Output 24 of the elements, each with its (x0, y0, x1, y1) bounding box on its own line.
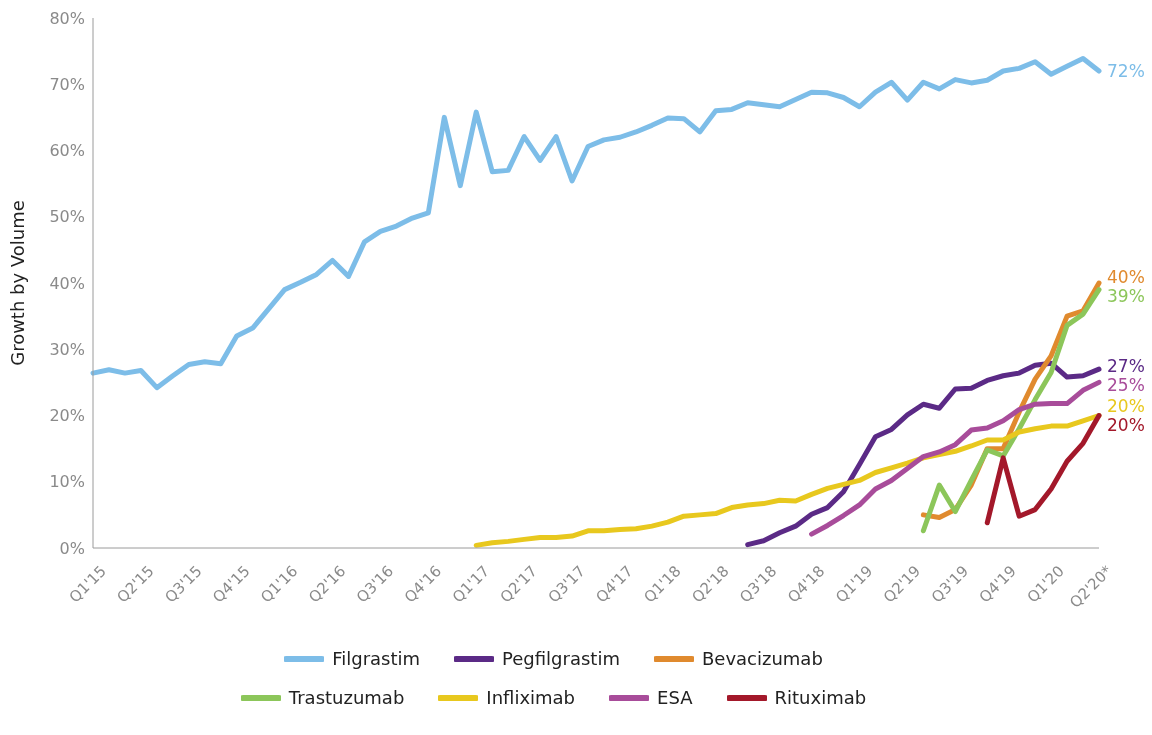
y-tick-label: 40% (49, 273, 85, 293)
data-label: 40% (1107, 266, 1145, 287)
y-tick-label: 20% (49, 406, 85, 426)
data-label: 25% (1107, 375, 1145, 396)
y-tick-label: 10% (49, 472, 85, 492)
y-tick-label: 50% (49, 207, 85, 227)
legend-label: Infliximab (486, 687, 576, 708)
y-tick-label: 80% (49, 8, 85, 28)
data-label: 39% (1107, 285, 1145, 306)
y-tick-label: 0% (59, 538, 85, 558)
y-tick-label: 60% (49, 141, 85, 161)
legend-label: Bevacizumab (701, 648, 823, 669)
y-tick-label: 70% (49, 74, 85, 94)
legend-label: Rituximab (774, 687, 867, 708)
y-tick-label: 30% (49, 339, 85, 359)
legend-label: Trastuzumab (288, 687, 405, 708)
data-label: 20% (1107, 415, 1145, 435)
legend-label: Pegfilgrastim (502, 648, 620, 669)
legend-label: Filgrastim (332, 648, 421, 669)
data-label: 72% (1107, 61, 1145, 81)
data-label: 27% (1107, 356, 1145, 377)
y-axis-title: Growth by Volume (7, 200, 29, 366)
data-label: 20% (1107, 396, 1145, 416)
legend-label: ESA (657, 687, 693, 708)
